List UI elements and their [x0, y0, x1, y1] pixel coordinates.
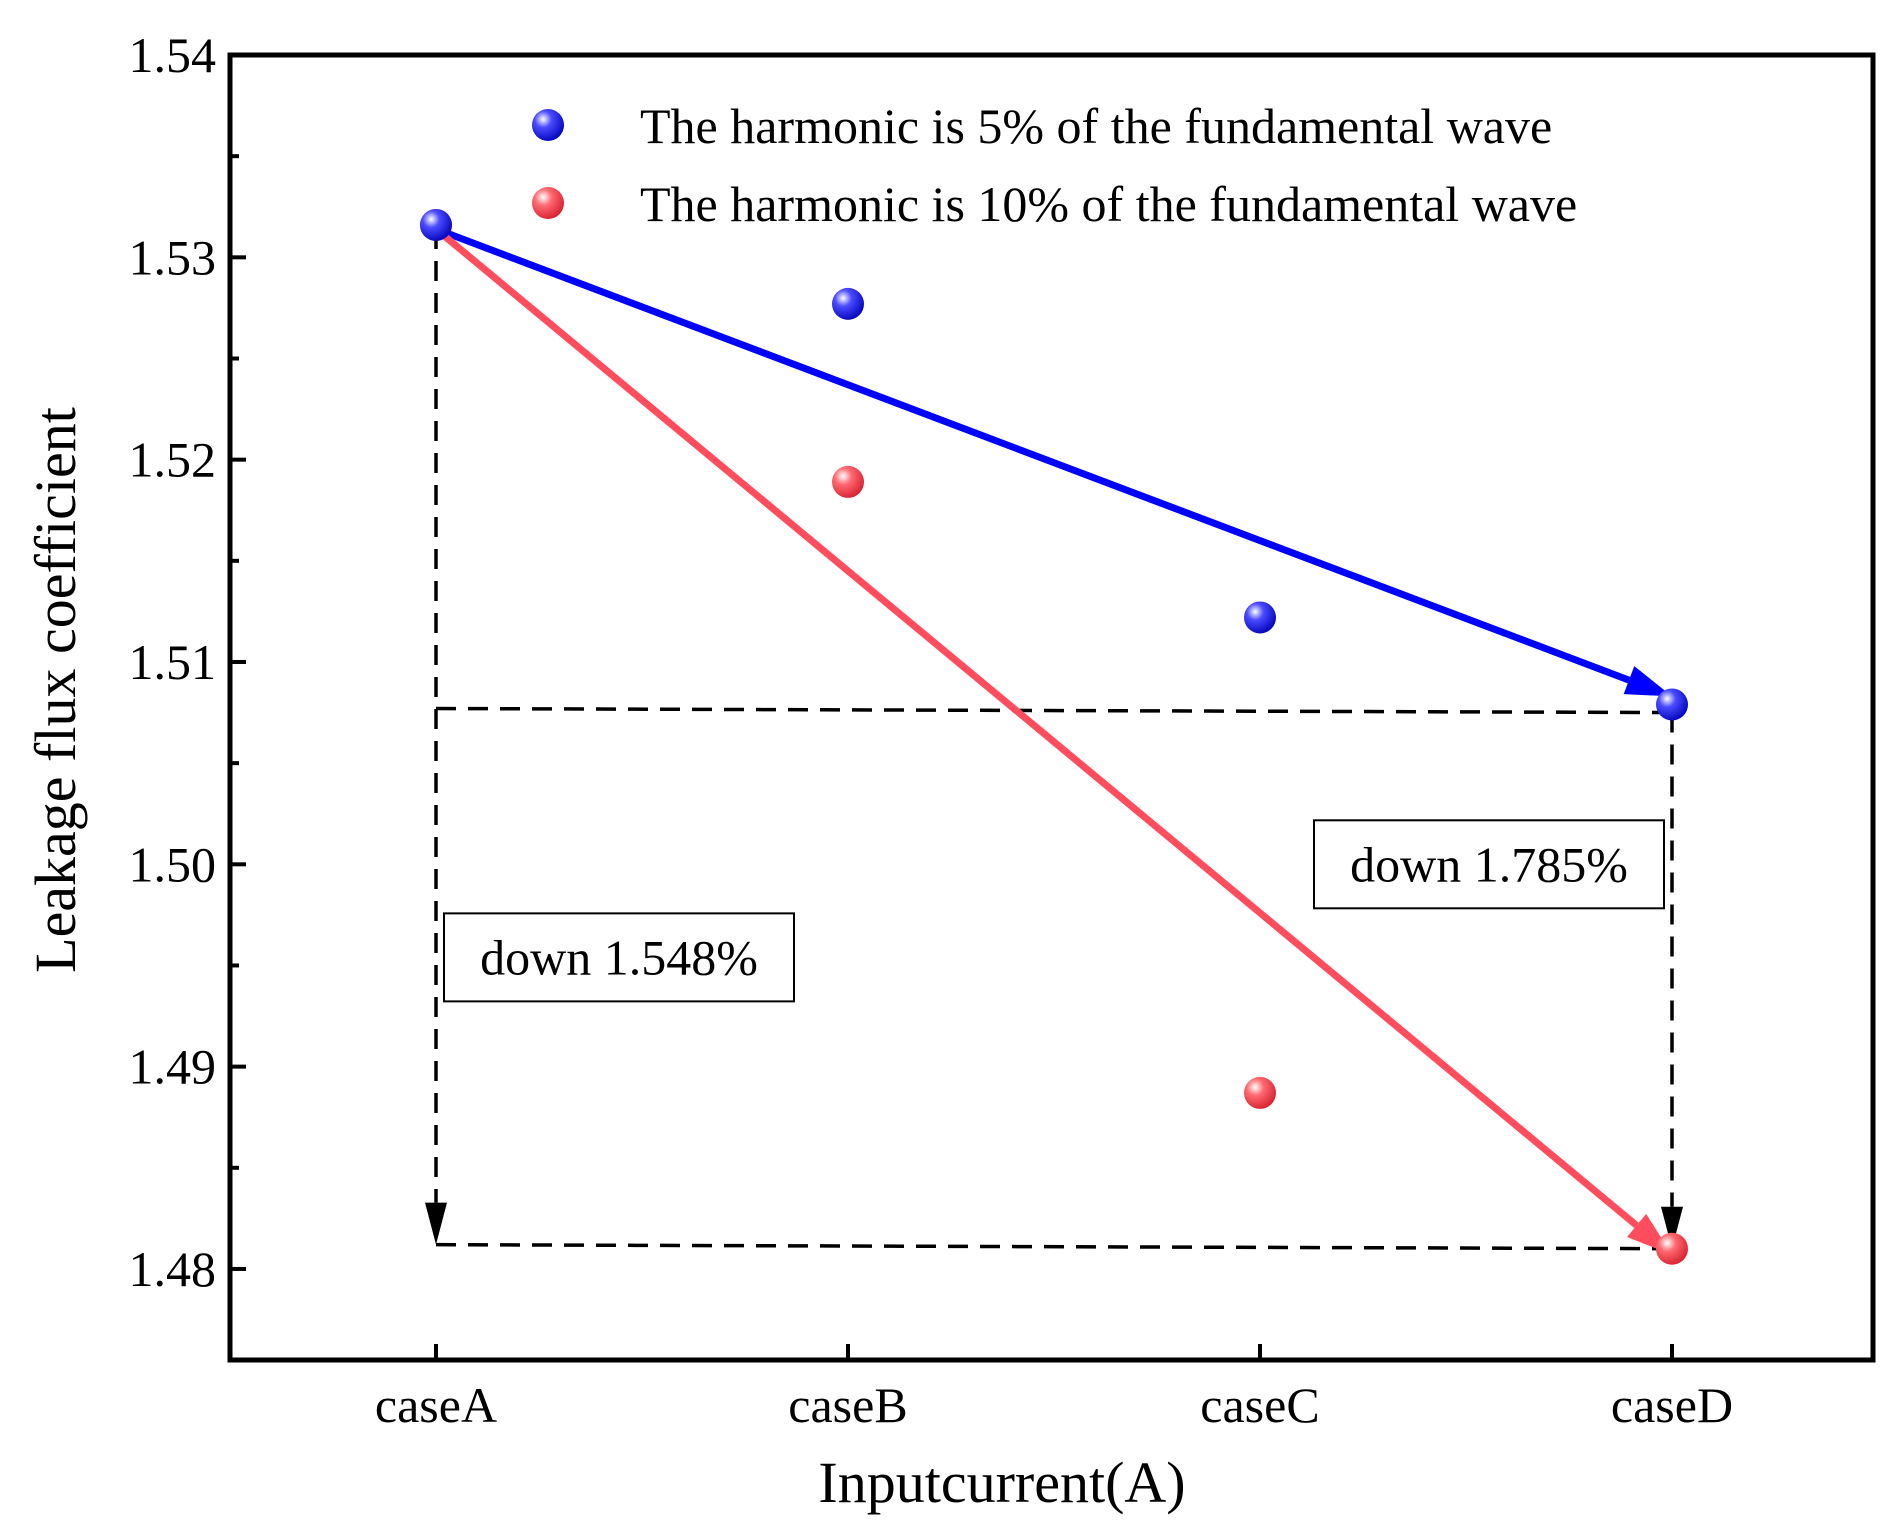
- data-points: [420, 208, 1688, 1265]
- legend-marker: [532, 187, 564, 219]
- trend-line: [434, 225, 1631, 684]
- y-tick-label: 1.54: [129, 27, 217, 83]
- legend-marker: [532, 109, 564, 141]
- x-axis-label: Inputcurrent(A): [818, 1450, 1185, 1515]
- reference-lines: [435, 706, 1673, 1251]
- y-tick-label: 1.52: [129, 432, 217, 488]
- data-point: [1244, 601, 1276, 634]
- y-tick-label: 1.48: [129, 1241, 217, 1297]
- trend-arrowhead: [1623, 666, 1672, 697]
- data-point: [832, 465, 864, 498]
- legend-label: The harmonic is 5% of the fundamental wa…: [640, 98, 1552, 154]
- x-tick-label: caseB: [788, 1377, 907, 1433]
- y-tick-label: 1.51: [129, 634, 217, 690]
- annotations: down 1.548% down 1.785%: [425, 229, 1683, 1249]
- legend-label: The harmonic is 10% of the fundamental w…: [640, 176, 1577, 232]
- data-point: [420, 208, 452, 241]
- dashed-reference-line: [435, 1242, 1673, 1251]
- x-tick-label: caseA: [375, 1377, 497, 1433]
- y-tick-label: 1.53: [129, 229, 217, 285]
- y-axis-ticks: 1.48 1.49 1.50 1.51 1.52 1.53 1.54: [129, 27, 246, 1297]
- legend: The harmonic is 5% of the fundamental wa…: [532, 98, 1577, 232]
- x-tick-label: caseD: [1611, 1377, 1733, 1433]
- annotation-box: [1313, 819, 1665, 910]
- y-tick-label: 1.49: [129, 1039, 217, 1095]
- annotation-arrowhead: [425, 1202, 447, 1245]
- annotation-box: [443, 912, 795, 1003]
- data-point: [1656, 688, 1688, 721]
- plot-frame: [227, 52, 1876, 1363]
- x-axis-ticks: caseA caseB caseC caseD: [375, 1344, 1733, 1433]
- annotation-label: down 1.785%: [1350, 836, 1628, 892]
- data-point: [1656, 1232, 1688, 1265]
- dashed-reference-line: [435, 706, 1673, 715]
- annotation-arrowhead: [1661, 1206, 1683, 1249]
- data-point: [1244, 1076, 1276, 1109]
- x-tick-label: caseC: [1200, 1377, 1319, 1433]
- trend-line: [433, 226, 1639, 1229]
- data-point: [832, 287, 864, 320]
- y-tick-label: 1.50: [129, 836, 217, 892]
- y-axis-label: Leakage flux coefficient: [23, 407, 88, 973]
- annotation-label: down 1.548%: [480, 929, 758, 985]
